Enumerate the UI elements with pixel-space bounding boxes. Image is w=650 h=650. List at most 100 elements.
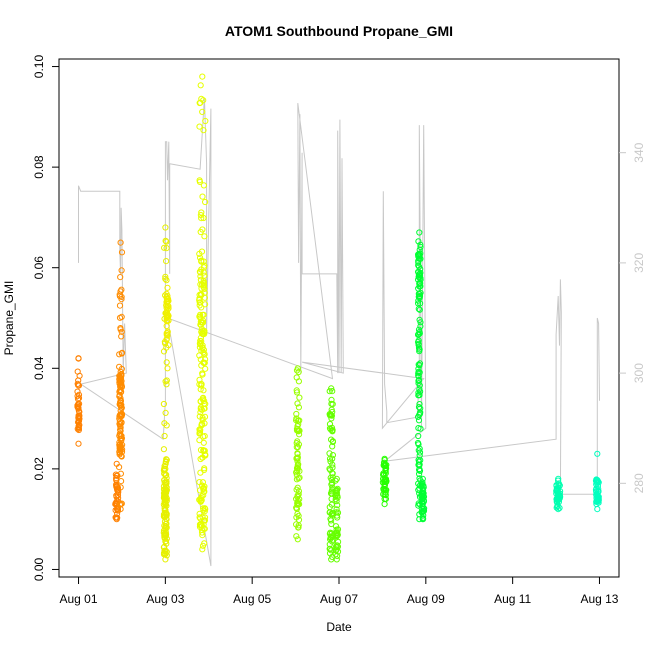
data-point (553, 482, 560, 489)
data-point (196, 437, 203, 444)
point-cluster (293, 365, 303, 543)
data-point (332, 492, 339, 499)
data-point (200, 258, 207, 265)
data-point (416, 401, 423, 408)
data-point (162, 550, 169, 557)
data-point (199, 311, 206, 318)
point-cluster (116, 239, 126, 513)
data-point (593, 476, 601, 484)
data-point (333, 506, 340, 513)
y-tick-label: 0.06 (32, 256, 46, 280)
data-point (75, 355, 82, 362)
data-point (161, 470, 168, 477)
data-point (117, 442, 124, 449)
data-point (163, 516, 170, 523)
data-point (296, 394, 303, 401)
data-point (201, 233, 208, 240)
data-point (416, 369, 423, 376)
data-point (416, 362, 423, 369)
data-point (202, 117, 209, 125)
data-point (163, 377, 170, 384)
data-point (593, 481, 600, 488)
data-point (197, 521, 204, 528)
y2-tick-label: 320 (632, 253, 646, 273)
chart-title: ATOM1 Southbound Propane_GMI (225, 23, 453, 39)
data-point (116, 418, 124, 425)
data-point (415, 458, 423, 465)
data-point (201, 262, 208, 269)
point-cluster (592, 450, 602, 513)
data-point (328, 385, 335, 392)
data-point (295, 475, 302, 482)
data-point (161, 420, 168, 427)
data-point (198, 285, 205, 292)
data-point (118, 445, 125, 452)
data-point (293, 495, 300, 502)
data-point (415, 305, 422, 312)
data-point (295, 524, 302, 531)
data-point (118, 249, 126, 256)
data-point (294, 365, 301, 372)
point-cluster (379, 455, 390, 508)
data-point (118, 267, 125, 274)
point-cluster (74, 355, 83, 447)
point-cluster (332, 475, 342, 563)
data-point (416, 346, 423, 353)
data-point (199, 108, 206, 116)
data-point (329, 452, 336, 459)
data-point (199, 226, 206, 233)
data-point (198, 494, 205, 502)
data-point (554, 502, 561, 509)
data-point (202, 365, 209, 372)
data-point (162, 224, 169, 231)
data-point (329, 464, 336, 471)
data-point (113, 485, 121, 492)
data-point (293, 415, 300, 422)
data-point (118, 500, 125, 507)
data-point (196, 297, 203, 304)
y-tick-label: 0.08 (32, 155, 46, 179)
data-point (198, 258, 205, 265)
data-point (198, 526, 205, 534)
data-point (295, 378, 302, 385)
data-point (75, 391, 83, 398)
data-point (199, 342, 206, 349)
data-point (117, 288, 124, 295)
data-point (381, 486, 388, 493)
data-point (419, 475, 426, 482)
data-point (117, 427, 124, 434)
data-point (555, 475, 562, 482)
data-point (197, 398, 204, 405)
data-point (418, 490, 425, 498)
data-point (197, 318, 204, 326)
data-point (116, 363, 123, 370)
data-point (114, 483, 121, 490)
data-point (117, 239, 124, 246)
data-point (201, 400, 208, 407)
data-point (197, 212, 204, 219)
x-tick-label: Aug 05 (233, 592, 271, 606)
data-point (201, 514, 209, 521)
data-point (117, 435, 124, 442)
data-point (200, 182, 207, 189)
data-point (333, 475, 340, 482)
data-point (161, 244, 168, 251)
data-point (415, 413, 422, 420)
data-point (326, 410, 333, 418)
data-point (201, 294, 208, 301)
data-point (417, 388, 424, 395)
data-point (326, 455, 334, 462)
data-point (415, 238, 422, 245)
y-axis-label: Propane_GMI (2, 281, 16, 356)
data-point (329, 443, 336, 450)
data-point (334, 531, 341, 539)
data-point (197, 254, 204, 261)
data-point (419, 502, 426, 510)
data-point (163, 489, 170, 496)
data-point (415, 432, 422, 440)
data-point (293, 410, 300, 418)
data-point (333, 498, 340, 505)
data-point (118, 372, 125, 379)
data-point (556, 495, 563, 502)
data-point (329, 388, 336, 395)
